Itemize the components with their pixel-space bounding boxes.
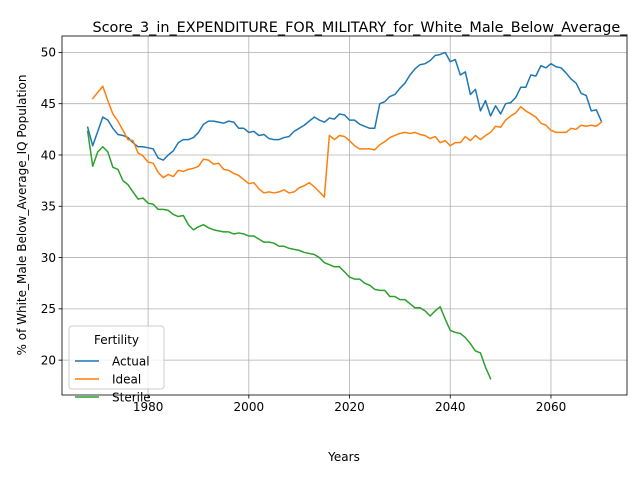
chart-title: Score_3_in_EXPENDITURE_FOR_MILITARY_for_… bbox=[93, 20, 629, 36]
y-tick-label: 20 bbox=[41, 353, 56, 367]
legend: Fertility Actual Ideal Sterile bbox=[68, 325, 165, 404]
y-tick-label: 25 bbox=[41, 302, 56, 316]
x-axis-ticks: 1980 2000 2020 2040 2060 bbox=[133, 395, 566, 414]
y-tick-label: 45 bbox=[41, 97, 56, 111]
series-line-actual bbox=[86, 51, 603, 161]
y-axis-label: % of White_Male Below_Average_IQ Populat… bbox=[15, 75, 29, 356]
x-tick-label: 2040 bbox=[435, 400, 466, 414]
legend-title: Fertility bbox=[94, 333, 139, 347]
y-tick-label: 30 bbox=[41, 251, 56, 265]
y-tick-label: 35 bbox=[41, 200, 56, 214]
x-tick-label: 2060 bbox=[536, 400, 567, 414]
x-tick-label: 1980 bbox=[133, 400, 164, 414]
legend-box bbox=[68, 325, 165, 390]
legend-entries: Actual Ideal Sterile bbox=[75, 354, 151, 404]
y-axis-ticks: 20 25 30 35 40 45 50 bbox=[41, 46, 62, 367]
legend-label-ideal: Ideal bbox=[112, 372, 141, 386]
x-tick-label: 2020 bbox=[334, 400, 365, 414]
series-layer bbox=[86, 51, 603, 380]
y-tick-label: 50 bbox=[41, 46, 56, 60]
x-axis-label: Years bbox=[327, 450, 360, 464]
legend-label-actual: Actual bbox=[112, 354, 150, 368]
series-line-ideal bbox=[91, 85, 603, 198]
series-line-sterile bbox=[86, 130, 492, 380]
legend-label-sterile: Sterile bbox=[112, 390, 151, 404]
x-tick-label: 2000 bbox=[234, 400, 265, 414]
x-gridlines bbox=[147, 36, 552, 395]
plot-frame bbox=[61, 35, 628, 396]
y-tick-label: 40 bbox=[41, 148, 56, 162]
